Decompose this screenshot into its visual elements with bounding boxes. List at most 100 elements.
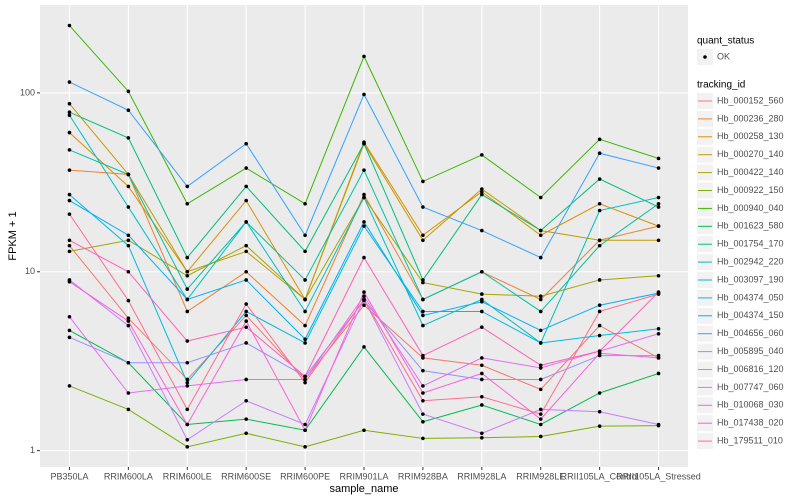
data-point [421,353,425,358]
data-point [656,292,661,296]
data-point [597,323,602,328]
legend-label: Hb_000258_130 [717,131,784,141]
data-point [67,192,72,197]
data-point [480,435,484,440]
legend-label: Hb_017438_020 [717,418,784,428]
data-point [538,387,543,392]
data-point [126,238,131,243]
data-point [538,417,543,421]
x-tick-label: RRIM600LE [163,471,212,481]
data-point [185,269,190,274]
data-point [67,23,72,28]
data-point [244,302,248,306]
data-point [303,233,307,238]
data-point [185,380,190,385]
data-point [421,384,425,388]
data-point [656,166,661,170]
data-point [480,189,484,194]
x-tick-label: RRIM928LE [516,471,565,481]
legend-label: OK [717,51,730,61]
data-point [597,137,602,142]
data-point [303,380,307,385]
data-point [126,243,131,248]
data-point [126,172,131,177]
data-point [244,431,248,436]
legend-label: Hb_001754_170 [717,239,784,249]
x-tick-label: RRII105LA_Stressed [616,471,701,481]
data-point [597,201,602,206]
data-point [538,294,543,299]
data-point [656,201,661,206]
data-point [362,345,366,349]
data-point [67,113,72,118]
legend-label: Hb_179511_010 [717,435,783,445]
data-point [126,407,131,412]
data-point [362,224,366,228]
x-tick-label: RRIM600SE [221,471,271,481]
data-point [244,417,248,421]
data-point [303,249,307,254]
data-point [67,212,72,216]
data-point [656,331,661,336]
data-point [67,238,72,243]
data-point [67,335,72,340]
data-point [421,309,425,314]
data-point [185,360,190,365]
data-point [67,243,72,248]
data-point [421,238,425,243]
data-point [67,328,72,333]
data-point [421,419,425,424]
data-point [421,179,425,184]
data-point [185,377,190,382]
data-point [67,168,72,172]
data-point [421,278,425,282]
x-tick-label: PB350LA [50,471,88,481]
data-point [421,436,425,441]
data-point [185,309,190,314]
data-point [538,195,543,200]
data-point [480,377,484,382]
data-point [126,316,131,321]
y-tick-label: 10 [25,266,35,276]
data-point [303,377,307,382]
data-point [656,195,661,200]
legend-label: Hb_001623_580 [717,221,784,231]
data-point [67,279,72,284]
x-tick-label: RRIM600LA [104,471,153,481]
data-point [656,422,661,427]
data-point [538,309,543,314]
x-tick-label: RRIM600PE [280,471,330,481]
data-point [185,184,190,189]
data-point [480,292,484,296]
data-point [538,422,543,427]
data-point [244,398,248,403]
legend-label: Hb_000922_150 [717,185,784,195]
data-point [362,220,366,224]
data-point [303,445,307,449]
data-point [303,337,307,341]
data-point [480,269,484,274]
legend-label: Hb_004374_150 [717,310,784,320]
legend-label: Hb_007747_060 [717,382,784,392]
data-point [480,394,484,399]
data-point [597,303,602,308]
data-point [67,198,72,203]
legend-label: Hb_003097_190 [717,274,784,284]
data-point [244,325,248,329]
data-point [421,323,425,328]
data-point [480,299,484,304]
data-point [126,108,131,113]
data-point [480,356,484,360]
data-point [362,294,366,299]
data-point [597,391,602,395]
data-point [656,356,661,360]
data-point [185,437,190,442]
data-point [538,366,543,370]
legend-label: Hb_002942_220 [717,256,784,266]
data-point [480,325,484,329]
data-point [656,326,661,331]
data-point [244,269,248,274]
data-point [362,92,366,97]
legend-label: Hb_005895_040 [717,346,784,356]
legend-title: quant_status [697,36,754,47]
